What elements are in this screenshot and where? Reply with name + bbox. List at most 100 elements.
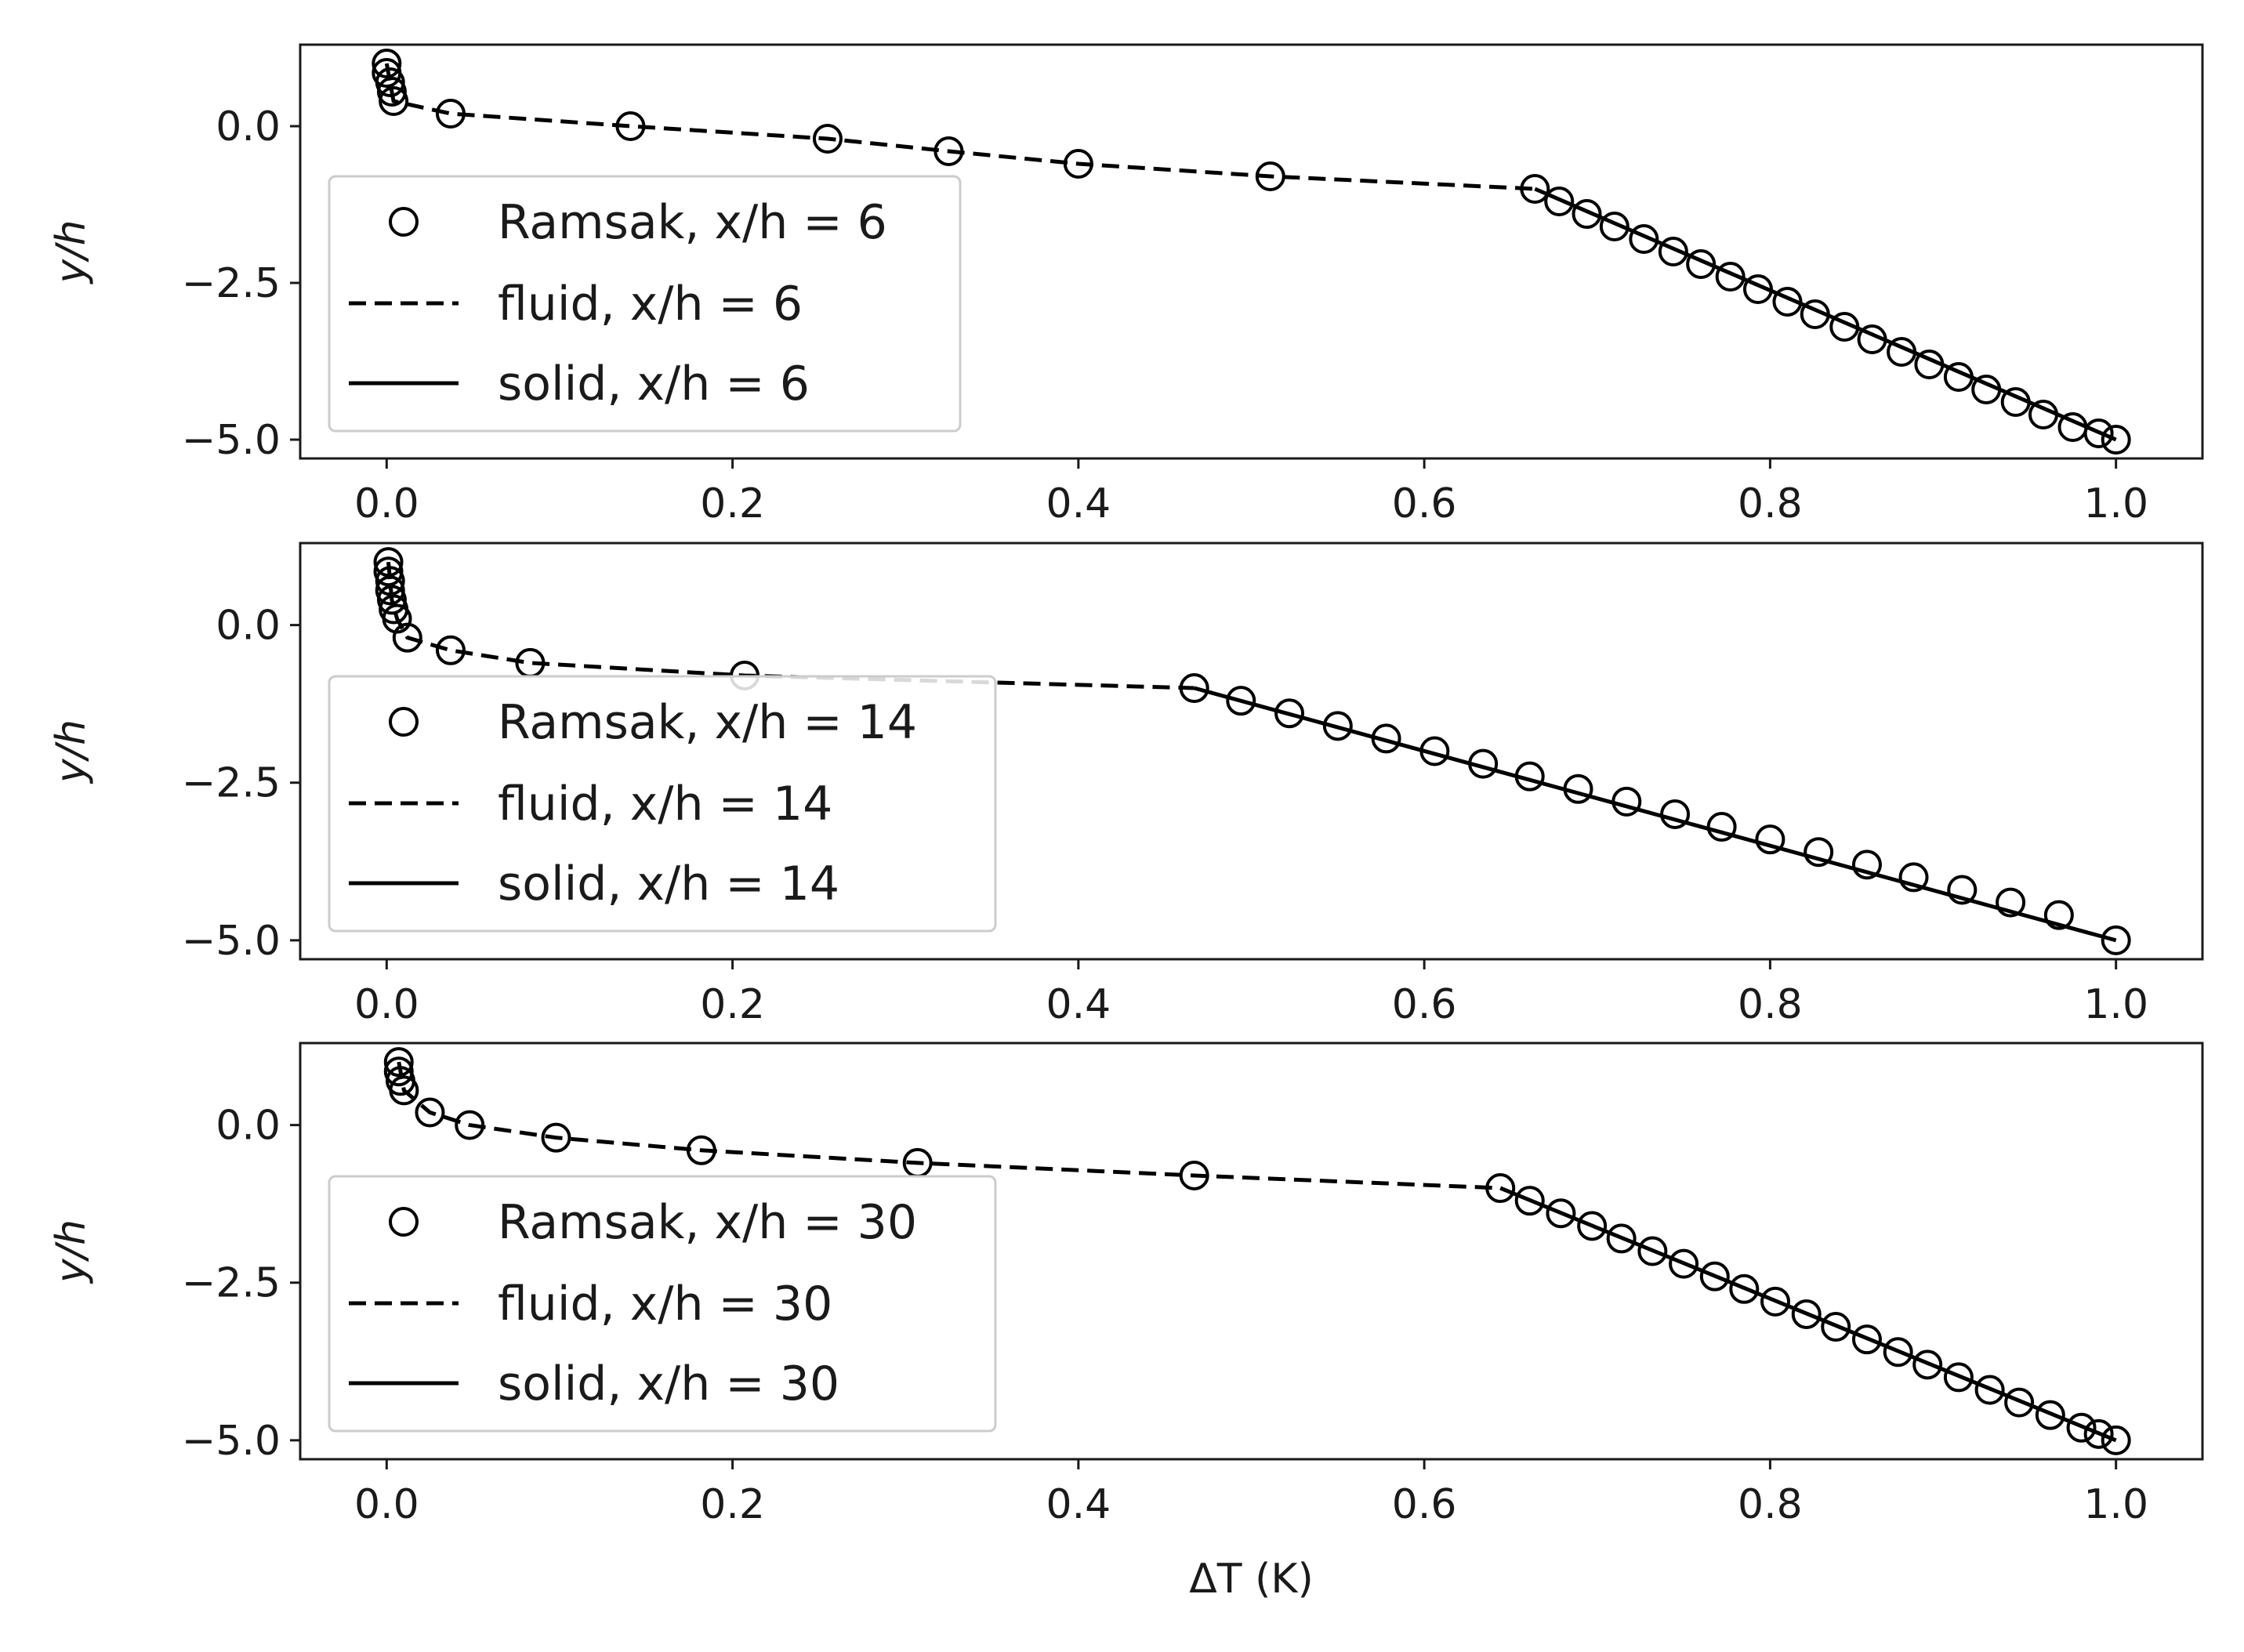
ramsak-marker (1851, 1324, 1882, 1355)
ramsak-marker (1898, 862, 1929, 893)
legend-entry: Ramsak, x/h = 6 (498, 195, 887, 250)
ramsak-marker (1699, 1261, 1730, 1292)
ramsak-marker (1255, 161, 1285, 191)
solid-line (1194, 686, 2117, 943)
ramsak-marker (1485, 1173, 1516, 1204)
ramsak-marker (373, 547, 404, 578)
legend-entry: fluid, x/h = 30 (498, 1277, 832, 1331)
ramsak-marker (1606, 1223, 1637, 1254)
ramsak-marker (375, 67, 405, 97)
ramsak-marker (376, 77, 407, 107)
ramsak-marker (2101, 425, 2131, 455)
ramsak-marker (389, 1075, 419, 1106)
ramsak-marker (1912, 1349, 1943, 1380)
ramsak-marker (375, 575, 405, 606)
legend-box (328, 675, 997, 933)
ramsak-marker (1179, 673, 1209, 704)
ramsak-marker (2083, 1418, 2114, 1449)
ramsak-marker (1322, 711, 1353, 741)
axes-frame (299, 1042, 2204, 1461)
ramsak-marker (1544, 187, 1575, 216)
ramsak-marker (1800, 299, 1830, 329)
x-tick-label: 0.6 (1392, 981, 1457, 1028)
ramsak-marker (383, 1047, 414, 1078)
fluid-line (384, 63, 1535, 191)
legend-entry: Ramsak, x/h = 14 (498, 695, 917, 750)
legend-entry: Ramsak, x/h = 30 (498, 1195, 917, 1250)
legend-marker-icon (389, 707, 419, 737)
ramsak-marker (1791, 1299, 1822, 1329)
legend-marker-icon (389, 1207, 419, 1237)
ramsak-marker (1829, 312, 1860, 342)
ramsak-marker (812, 124, 843, 154)
y-axis-label: y/h (48, 1219, 95, 1284)
subplot-1: 0.0 0.2 0.4 0.6 0.8 1.0 0.0 −2.5 −5.0 y/h Ramsak, … (48, 43, 2204, 527)
x-tick-label: 0.4 (1046, 480, 1111, 527)
ramsak-marker (1857, 324, 1887, 354)
legend-box (328, 1175, 997, 1433)
plot-area (383, 1047, 2131, 1455)
ramsak-marker (1546, 1198, 1576, 1229)
y-axis-label: y/h (48, 219, 95, 284)
ramsak-marker (1760, 1286, 1791, 1317)
x-tick-label: 0.8 (1738, 480, 1803, 527)
ramsak-marker (1629, 224, 1659, 254)
solid-line (1499, 1186, 2117, 1443)
x-tick-label: 1.0 (2083, 1481, 2148, 1528)
ramsak-marker (2083, 418, 2114, 448)
legend-entry: solid, x/h = 30 (498, 1357, 839, 1411)
ramsak-marker (1996, 887, 2026, 918)
x-tick-label: 0.4 (1046, 981, 1111, 1028)
plot-area (372, 49, 2131, 455)
ramsak-marker (392, 622, 422, 653)
x-tick-label: 0.0 (354, 1481, 419, 1528)
ramsak-marker (2028, 400, 2059, 429)
ramsak-marker (1514, 1186, 1545, 1216)
legend: Ramsak, x/h = 30 fluid, x/h = 30 solid, x/… (328, 1175, 997, 1433)
axes-frame (299, 43, 2204, 460)
x-tick-label: 0.6 (1392, 480, 1457, 527)
ramsak-marker (2101, 1425, 2131, 1455)
ramsak-marker (1179, 1160, 1209, 1190)
ramsak-marker (2043, 900, 2074, 930)
y-tick-label: −5.0 (182, 1418, 281, 1465)
x-tick-label: 0.8 (1738, 1481, 1803, 1528)
ramsak-marker (383, 1056, 414, 1087)
ramsak-marker (1729, 1273, 1760, 1304)
ramsak-marker (1887, 337, 1917, 367)
ramsak-marker (933, 136, 964, 166)
ramsak-marker (435, 99, 466, 129)
subplot-2: 0.0 0.2 0.4 0.6 0.8 1.0 0.0 −2.5 −5.0 y/h Ramsak, … (48, 542, 2204, 1028)
y-tick-label: −2.5 (182, 1260, 281, 1307)
ramsak-marker (1419, 736, 1450, 766)
ramsak-marker (1274, 698, 1305, 729)
ramsak-marker (1669, 1248, 1699, 1279)
legend-entry: solid, x/h = 14 (498, 857, 839, 911)
ramsak-marker (1514, 761, 1545, 792)
y-axis-label: y/h (48, 719, 95, 784)
legend-entry: solid, x/h = 6 (498, 357, 810, 411)
x-tick-label: 0.0 (354, 480, 419, 527)
ramsak-marker (1947, 875, 1978, 905)
y-tick-label: 0.0 (216, 103, 281, 150)
ramsak-marker (1637, 1236, 1668, 1266)
fluid-line (386, 561, 1195, 690)
ramsak-marker (1943, 362, 1974, 392)
ramsak-marker (2004, 1387, 2035, 1418)
ramsak-marker (1063, 149, 1093, 179)
axes-frame (299, 542, 2204, 961)
legend: Ramsak, x/h = 6 fluid, x/h = 6 solid, x/h … (328, 175, 962, 433)
x-tick-label: 0.6 (1392, 1481, 1457, 1528)
ramsak-marker (1599, 212, 1630, 241)
ramsak-marker (1658, 237, 1688, 266)
ramsak-marker (1974, 1375, 2005, 1405)
ramsak-marker (1660, 799, 1691, 829)
ramsak-marker (1563, 773, 1593, 804)
legend-marker-icon (389, 207, 419, 237)
subplot-3: 0.0 0.2 0.4 0.6 0.8 1.0 0.0 −2.5 −5.0 y/h ΔT (K) Ra… (48, 1042, 2204, 1603)
ramsak-marker (2101, 925, 2131, 955)
ramsak-marker (1742, 274, 1773, 304)
ramsak-marker (1520, 174, 1550, 204)
ramsak-marker (1821, 1312, 1851, 1342)
